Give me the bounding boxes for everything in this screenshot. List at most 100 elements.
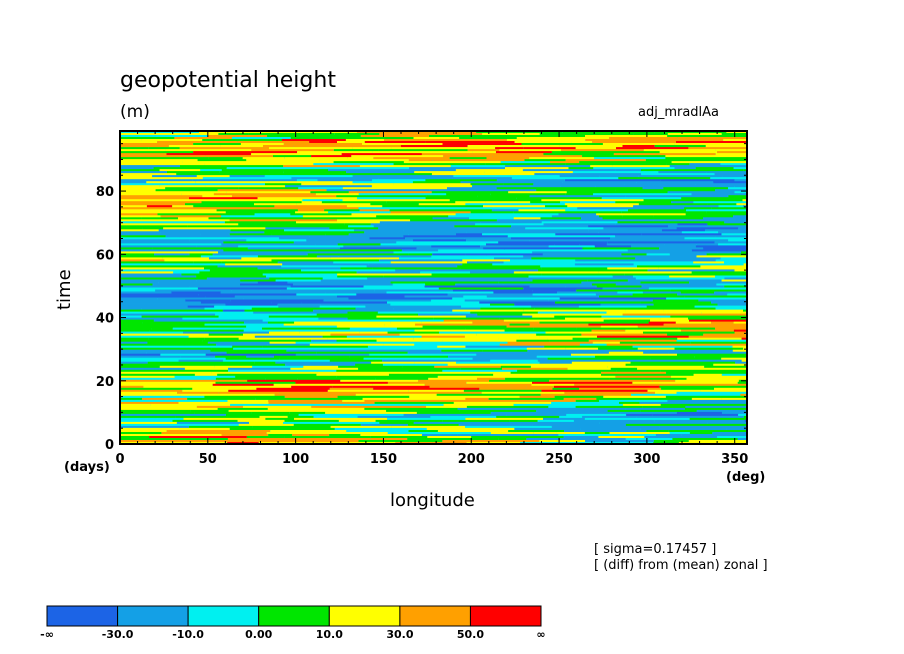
heatmap-cell (607, 307, 716, 311)
heatmap-cell (627, 279, 687, 282)
heatmap-cell (244, 321, 268, 325)
heatmap-cell (120, 427, 180, 431)
heatmap-cell (585, 139, 678, 142)
heatmap-cell (621, 253, 647, 256)
heatmap-cell (373, 225, 455, 228)
heatmap-cell (689, 319, 747, 323)
heatmap-cell (120, 281, 159, 284)
heatmap-cell (337, 275, 384, 278)
heatmap-cell (183, 331, 269, 335)
x-tick-label: 250 (546, 452, 573, 467)
heatmap-cell (120, 377, 216, 381)
heatmap-cell (563, 436, 599, 439)
heatmap-cell (640, 281, 690, 284)
heatmap-cell (316, 255, 339, 258)
heatmap-cell (266, 432, 346, 435)
heatmap-cell (503, 283, 592, 286)
heatmap-cell (372, 179, 426, 182)
heatmap-cell (447, 301, 480, 304)
heatmap-cell (511, 321, 540, 325)
heatmap-cell (315, 329, 415, 333)
heatmap-cell (421, 153, 470, 156)
heatmap-cell (726, 131, 747, 134)
heatmap-cell (141, 217, 178, 220)
heatmap-cell (490, 193, 566, 196)
heatmap-cell (351, 155, 444, 158)
heatmap-cell (567, 367, 611, 371)
heatmap-cell (243, 333, 331, 337)
heatmap-cell (516, 197, 602, 200)
heatmap-cell (686, 209, 747, 212)
heatmap-cell (218, 251, 299, 254)
heatmap-cell (362, 143, 443, 146)
heatmap-cell (600, 255, 697, 258)
heatmap-cell (120, 203, 185, 206)
heatmap-cell (664, 243, 697, 246)
heatmap-cell (160, 215, 222, 218)
heatmap-cell (607, 267, 659, 270)
heatmap-cell (702, 159, 747, 162)
heatmap-cell (431, 255, 487, 258)
heatmap-cell (230, 229, 284, 232)
heatmap-cell (342, 399, 365, 403)
heatmap-cell (120, 329, 150, 333)
heatmap-cell (177, 325, 247, 329)
heatmap-cell (622, 313, 667, 317)
heatmap-cell (307, 253, 409, 256)
heatmap-cell (626, 413, 653, 417)
heatmap-cell (197, 287, 287, 290)
heatmap-cell (355, 363, 383, 367)
heatmap-cell (286, 231, 365, 234)
heatmap-cell (358, 207, 426, 210)
heatmap-cell (343, 245, 432, 248)
heatmap-cell (188, 335, 255, 339)
heatmap-cell (367, 277, 436, 280)
heatmap-cell (120, 295, 206, 298)
heatmap-cell (234, 295, 337, 298)
heatmap-cell (616, 147, 689, 150)
heatmap-cell (606, 243, 665, 246)
heatmap-cell (688, 440, 747, 443)
heatmap-cell (572, 337, 678, 341)
heatmap-cell (542, 253, 622, 256)
heatmap-cell (187, 311, 254, 315)
heatmap-cell (215, 381, 296, 385)
heatmap-cell (238, 245, 344, 248)
heatmap-cell (551, 249, 628, 252)
heatmap-cell (573, 419, 655, 423)
heatmap-cell (432, 253, 466, 256)
heatmap-cell (562, 131, 655, 134)
heatmap-cell (640, 301, 712, 304)
heatmap-cell (663, 323, 747, 327)
heatmap-cell (200, 301, 272, 304)
heatmap-cell (564, 203, 639, 206)
heatmap-cell (369, 237, 406, 240)
heatmap-cell (120, 143, 194, 146)
heatmap-cell (465, 425, 552, 429)
heatmap-cell (120, 271, 174, 274)
heatmap-cell (240, 283, 293, 286)
heatmap-cell (390, 211, 471, 214)
colorbar-label: 0.00 (245, 628, 272, 641)
heatmap-cell (514, 303, 601, 307)
heatmap-cell (477, 377, 506, 381)
heatmap-cell (532, 315, 555, 319)
heatmap-cell (643, 149, 716, 152)
heatmap-cell (337, 243, 381, 246)
heatmap-cell (358, 193, 447, 196)
heatmap-cell (158, 229, 231, 232)
heatmap-cell (430, 415, 497, 419)
heatmap-cell (539, 321, 649, 325)
heatmap-cell (319, 159, 409, 162)
heatmap-cell (165, 187, 239, 190)
heatmap-cell (486, 243, 555, 246)
heatmap-cell (217, 373, 317, 377)
heatmap-cell (120, 231, 161, 234)
heatmap-cell (318, 317, 348, 321)
heatmap-cell (120, 317, 183, 321)
heatmap-cell (172, 419, 238, 423)
heatmap-cell (616, 369, 661, 373)
heatmap-cell (120, 351, 147, 355)
heatmap-cell (577, 207, 663, 210)
heatmap-cell (728, 187, 747, 190)
